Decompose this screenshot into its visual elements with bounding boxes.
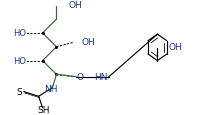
Text: HN: HN [94, 73, 108, 81]
Text: SH: SH [37, 105, 50, 114]
Text: OH: OH [81, 37, 95, 46]
Text: HO: HO [13, 29, 26, 38]
Text: NH: NH [44, 85, 57, 93]
Text: HO: HO [13, 57, 26, 66]
Text: S: S [16, 87, 22, 96]
Text: OH: OH [168, 43, 182, 52]
Text: OH: OH [69, 1, 82, 10]
Text: O: O [76, 73, 83, 81]
